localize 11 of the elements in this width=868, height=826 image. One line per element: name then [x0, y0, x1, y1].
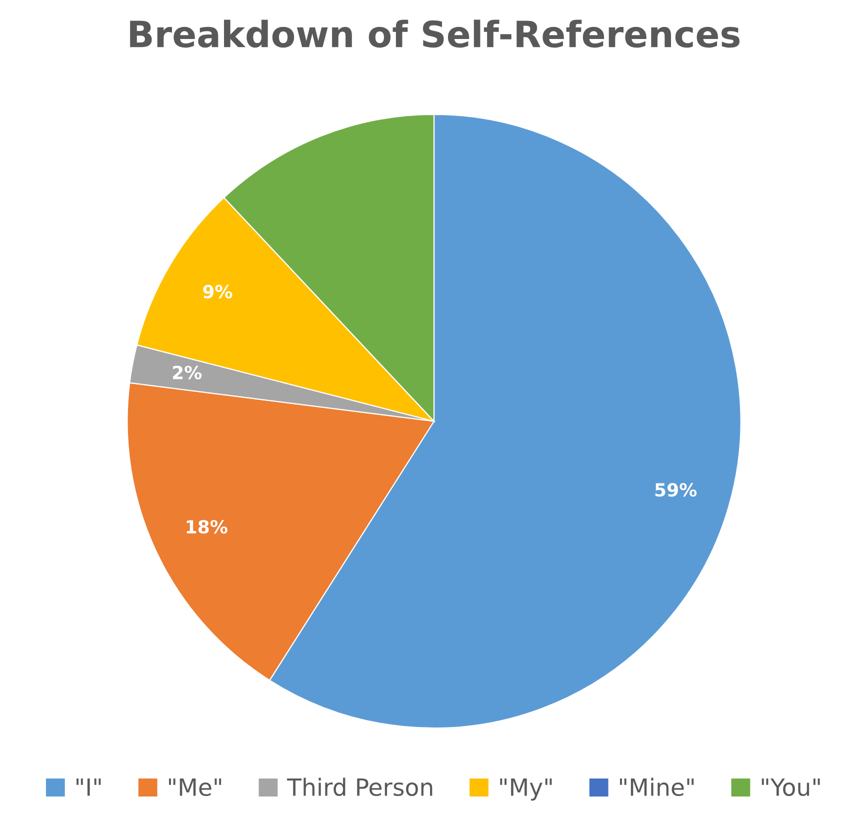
data-label: 18% — [186, 520, 228, 534]
data-label: 59% — [655, 483, 697, 497]
legend-label: "Mine" — [620, 778, 694, 796]
chart-title: Breakdown of Self-References — [130, 20, 740, 48]
legend-label: "You" — [762, 778, 820, 796]
legend-label: Third Person — [287, 778, 432, 796]
legend-label: "Me" — [169, 778, 222, 796]
data-label: 9% — [203, 284, 232, 298]
data-label: 2% — [172, 366, 202, 380]
legend-label: "My" — [500, 778, 552, 801]
legend-label: "I" — [76, 778, 101, 796]
